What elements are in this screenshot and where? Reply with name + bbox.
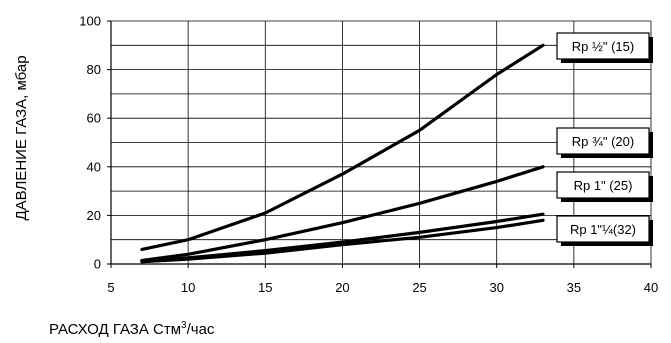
x-tick-label: 25 [412, 280, 426, 295]
x-axis-label-suffix: /час [187, 321, 215, 338]
y-tick-labels: 0 20 40 60 80 100 [79, 14, 101, 272]
series-line-4 [140, 218, 545, 264]
axes [107, 20, 652, 268]
series-line-2 [140, 165, 545, 262]
legend-box [556, 215, 650, 243]
legend-box [556, 32, 650, 60]
legend-label: Rp 1"¼(32) [570, 222, 636, 237]
x-tick-label: 40 [644, 280, 658, 295]
series-lines [140, 43, 545, 264]
y-axis-label: ДАВЛЕНИЕ ГАЗА, мбар [13, 55, 30, 220]
y-tick-label: 100 [79, 14, 101, 29]
y-tick-label: 80 [87, 62, 101, 77]
x-tick-label: 20 [335, 280, 349, 295]
x-axis-label-main: РАСХОД ГАЗА Стм [49, 321, 181, 338]
x-tick-label: 35 [567, 280, 581, 295]
legend: Rp ½" (15) Rp ¾" (20) Rp 1" (25) Rp 1"¼(32) [556, 32, 653, 246]
x-tick-label: 10 [181, 280, 195, 295]
legend-label: Rp ¾" (20) [572, 134, 634, 149]
x-tick-labels: 5 10 15 20 25 30 35 40 [107, 280, 658, 295]
legend-box [556, 171, 650, 199]
x-tick-label: 15 [258, 280, 272, 295]
legend-label: Rp 1" (25) [574, 178, 633, 193]
y-tick-label: 60 [87, 111, 101, 126]
legend-box [556, 127, 650, 155]
y-tick-label: 0 [94, 257, 101, 272]
legend-label: Rp ½" (15) [572, 39, 634, 54]
x-tick-label: 30 [489, 280, 503, 295]
x-axis-label: РАСХОД ГАЗА Стм3/час [49, 320, 215, 338]
x-axis-label-sup: 3 [181, 320, 187, 331]
x-tick-label: 5 [107, 280, 114, 295]
series-line-1 [140, 43, 545, 251]
y-tick-label: 20 [87, 208, 101, 223]
y-tick-label: 40 [87, 159, 101, 174]
